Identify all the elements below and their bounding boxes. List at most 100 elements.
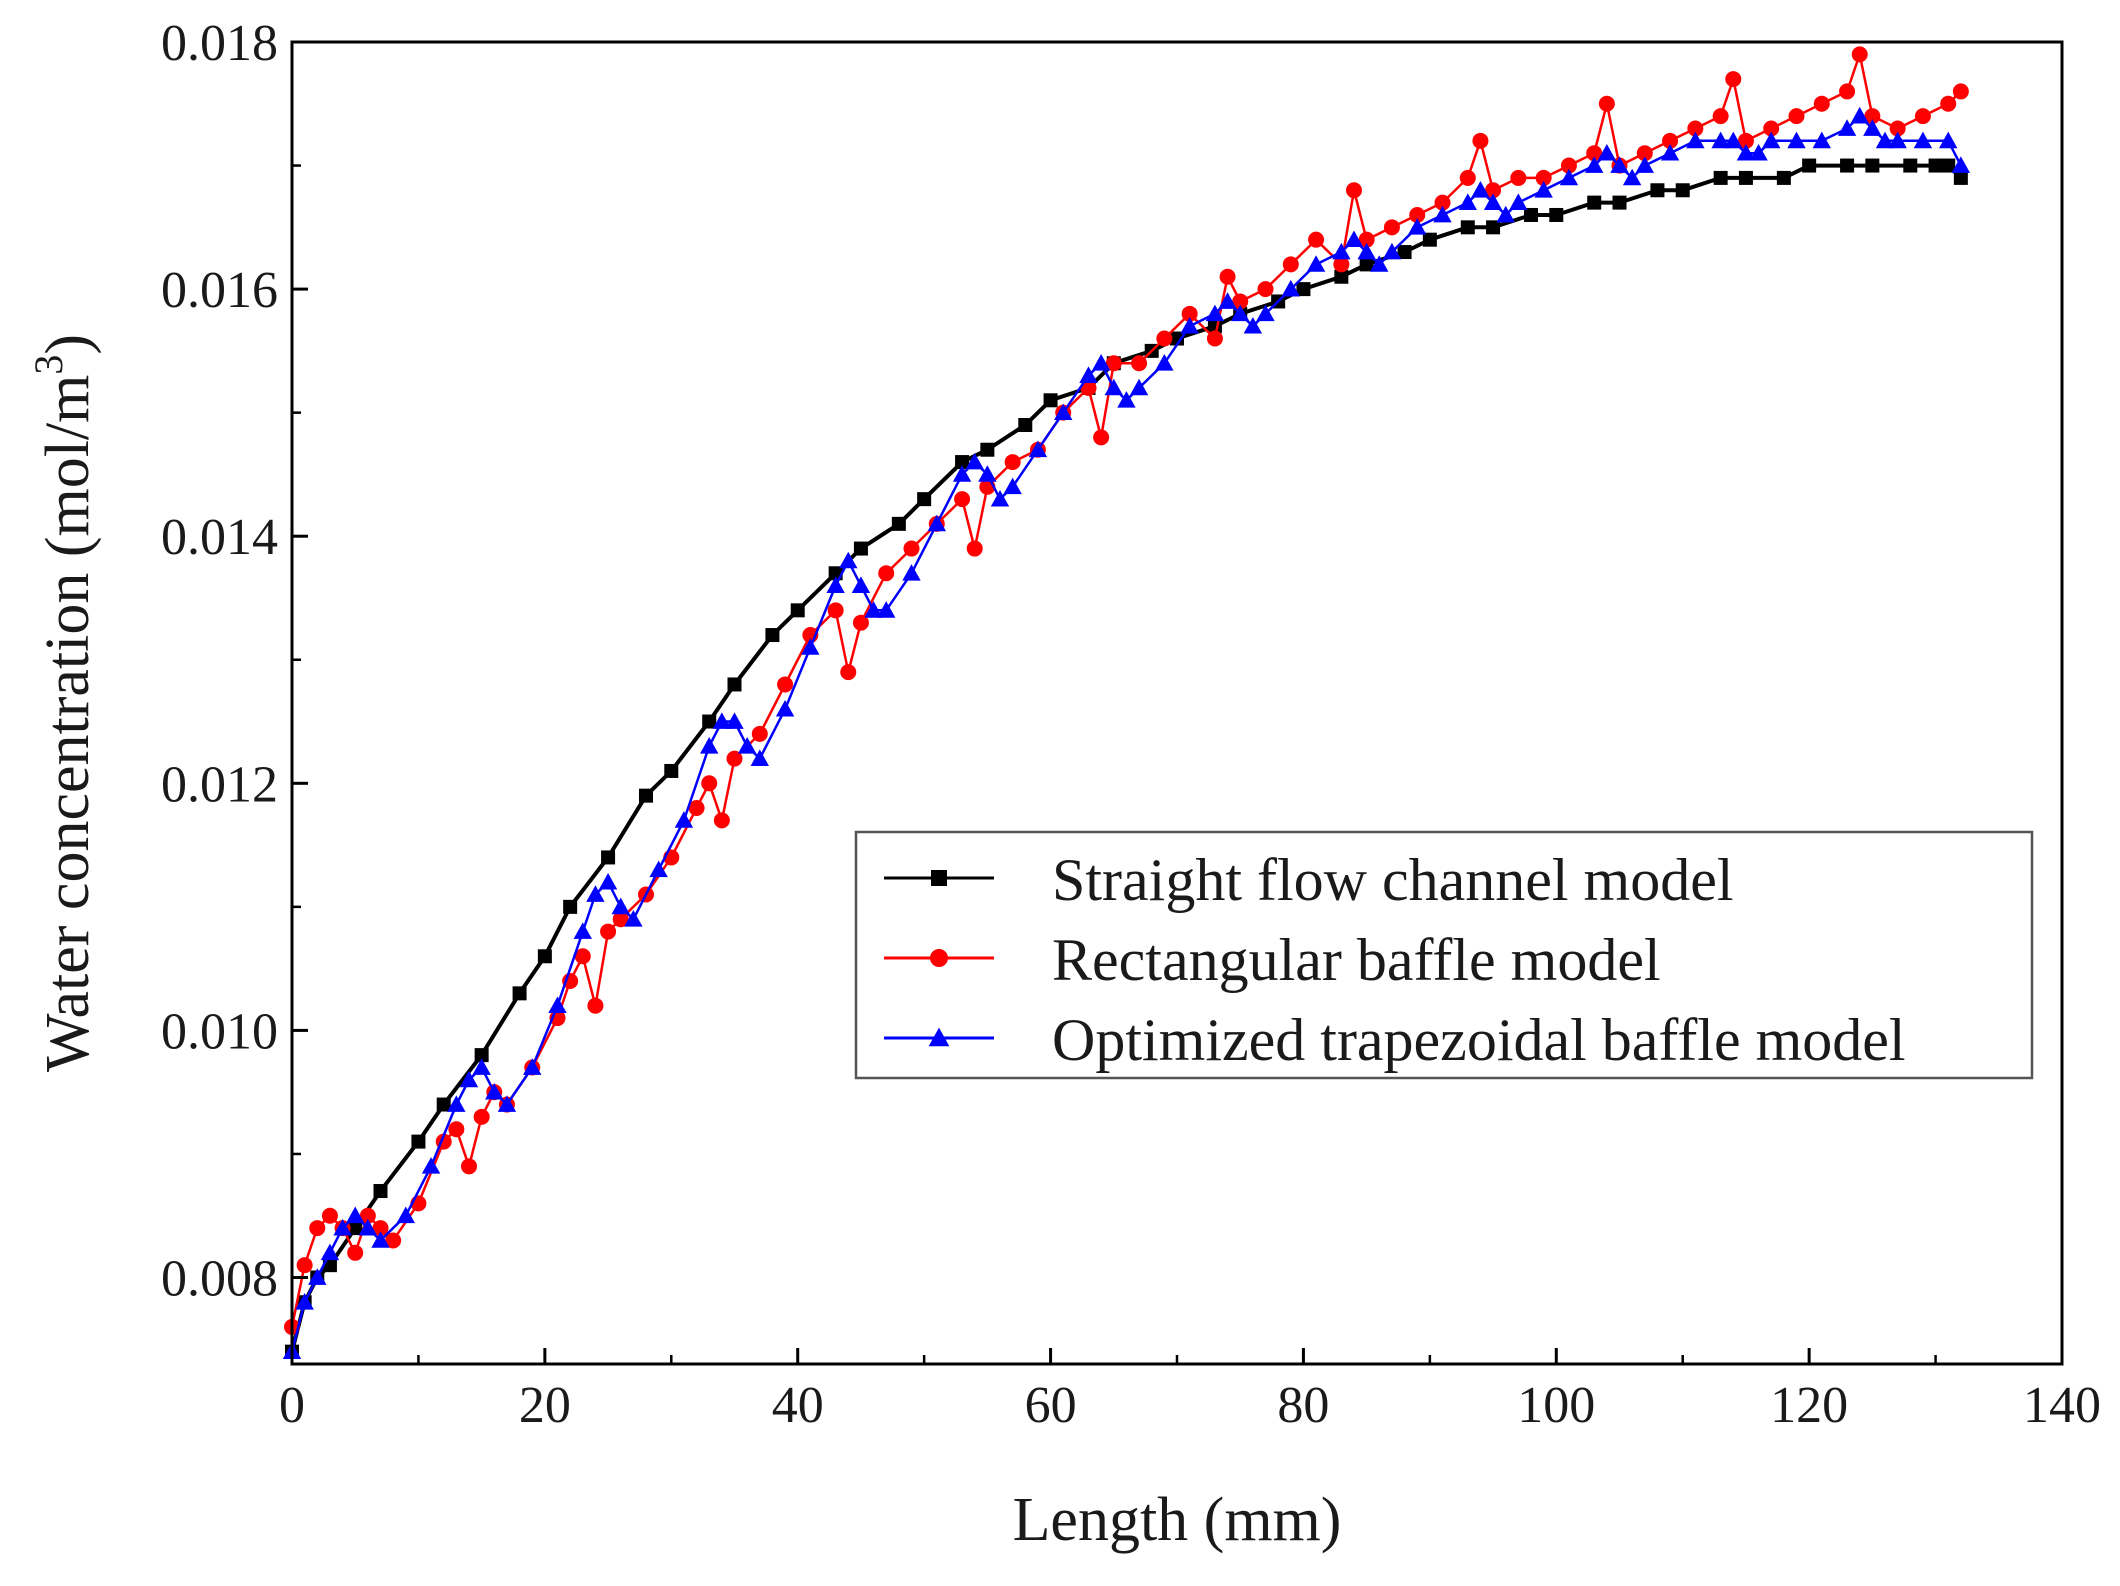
data-point (421, 1157, 441, 1174)
data-point (801, 638, 820, 655)
data-point (1839, 83, 1856, 100)
data-point (1787, 131, 1806, 149)
data-point (1333, 256, 1350, 273)
data-point (447, 1095, 466, 1112)
data-point (864, 601, 883, 618)
data-point (1610, 156, 1629, 173)
data-point (1460, 220, 1475, 235)
legend-item-3: Optimized trapezoidal baffle model (884, 1007, 1906, 1073)
data-point (1091, 354, 1111, 371)
x-tick-label: 140 (2023, 1377, 2101, 1434)
data-point (1219, 268, 1236, 285)
legend-swatch-marker (931, 870, 947, 886)
data-point (1054, 403, 1073, 421)
data-point (952, 465, 972, 482)
data-point (688, 800, 705, 817)
data-point (1941, 158, 1956, 173)
data-point (1422, 232, 1437, 247)
data-point (586, 885, 605, 902)
data-point (1687, 120, 1704, 137)
data-point (1409, 206, 1426, 223)
data-point (1308, 231, 1325, 248)
data-point (1510, 169, 1527, 186)
data-point (1018, 418, 1033, 433)
data-point (1334, 269, 1349, 284)
data-point (574, 948, 591, 965)
data-point (372, 1220, 389, 1237)
y-tick-label: 0.008 (161, 1251, 278, 1308)
data-point (1913, 131, 1933, 149)
data-point (1863, 119, 1882, 136)
data-point (1813, 95, 1830, 112)
data-point (373, 1184, 388, 1199)
data-point (1713, 170, 1728, 185)
data-point (664, 763, 679, 778)
data-point (371, 1231, 390, 1248)
data-point (358, 1218, 378, 1236)
data-point (1660, 143, 1680, 161)
data-point (472, 1058, 491, 1075)
data-point (1850, 106, 1869, 124)
data-point (1370, 255, 1389, 272)
data-point (598, 872, 618, 890)
data-point (1483, 193, 1503, 210)
data-point (1840, 158, 1855, 173)
legend-swatch-marker (928, 1027, 950, 1047)
data-point (1358, 231, 1375, 248)
data-point (333, 1218, 352, 1236)
y-tick-label: 0.012 (161, 756, 278, 813)
data-point (1776, 170, 1791, 185)
data-point (750, 749, 769, 766)
data-point (1534, 181, 1553, 198)
data-point (649, 860, 668, 878)
data-point (497, 1095, 517, 1112)
data-point (1156, 330, 1173, 347)
data-point (1434, 194, 1451, 211)
data-point (1181, 305, 1198, 322)
data-point (485, 1082, 504, 1100)
data-point (965, 452, 984, 470)
data-point (1346, 182, 1362, 199)
data-point (474, 1048, 489, 1063)
data-point (320, 1243, 340, 1261)
data-point (1170, 331, 1184, 346)
data-point (1738, 170, 1753, 185)
data-point (725, 712, 744, 729)
data-point (1837, 119, 1857, 136)
data-point (877, 601, 896, 618)
legend-box (854, 830, 2034, 1080)
data-point (1485, 182, 1502, 199)
data-point (1549, 207, 1564, 222)
data-point (839, 551, 858, 569)
series-3 (282, 106, 1971, 1360)
data-point (1725, 71, 1742, 88)
data-point (713, 812, 730, 829)
data-point (1383, 219, 1400, 236)
data-point (1762, 131, 1781, 149)
data-point (1408, 218, 1427, 235)
data-point (1560, 157, 1577, 174)
data-point (1612, 195, 1627, 210)
x-tick-label: 0 (279, 1377, 305, 1434)
data-point (1636, 145, 1653, 162)
data-point (436, 1097, 451, 1112)
data-point (296, 1257, 313, 1274)
axis-layer: 0 20 40 60 80 100 120 140 0.008 0.010 0.012 0.014 0.… (161, 15, 2101, 1434)
data-point (1104, 378, 1123, 396)
data-point (851, 576, 871, 593)
data-point (512, 986, 527, 1001)
x-tick-label: 80 (1277, 1377, 1329, 1434)
data-point (790, 603, 805, 618)
data-point (1257, 281, 1274, 298)
data-point (827, 602, 844, 619)
data-point (1397, 245, 1412, 260)
data-point (990, 489, 1010, 507)
legend-label: Straight flow channel model (1052, 847, 1734, 913)
data-point (701, 775, 718, 792)
legend-item-2: Rectangular baffle model (884, 927, 1661, 993)
data-point (954, 491, 971, 508)
data-point (1256, 304, 1275, 322)
data-point (1864, 108, 1881, 125)
data-point (840, 664, 857, 681)
legend-item-1: Straight flow channel model (884, 847, 1734, 913)
